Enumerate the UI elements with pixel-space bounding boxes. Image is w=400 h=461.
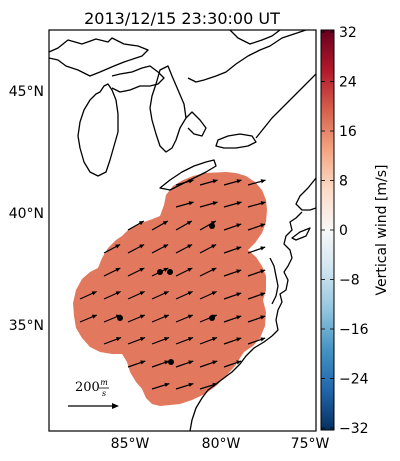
wind-vector-head	[186, 221, 192, 226]
map-title: 2013/12/15 23:30:00 UT	[84, 9, 280, 28]
wind-vector-head	[188, 337, 194, 342]
wind-vector-head	[187, 291, 193, 296]
station-marker	[209, 223, 215, 229]
wind-vector-head	[139, 314, 145, 319]
wind-vector-head	[162, 221, 168, 226]
lon-tick-label: 80°W	[202, 436, 241, 452]
wind-vector-head	[139, 291, 145, 296]
station-marker	[167, 269, 173, 275]
wind-field-region	[73, 172, 267, 406]
wind-vector-head	[260, 223, 266, 228]
colorbar-tick-label: 8	[339, 174, 348, 190]
colorbar-tick-label: −8	[339, 273, 360, 289]
wind-vector-head	[163, 314, 169, 319]
wind-vector-head	[91, 314, 97, 319]
lat-tick-label: 40°N	[9, 206, 44, 222]
map-area	[49, 30, 316, 431]
wind-vector-head	[139, 267, 145, 272]
wind-vector-head	[211, 291, 217, 296]
wind-vector-head	[115, 244, 121, 249]
station-marker	[117, 315, 123, 321]
wind-vectors	[79, 179, 266, 390]
wind-vector-head	[188, 179, 194, 184]
station-marker	[157, 269, 163, 275]
wind-vector-head	[210, 221, 216, 226]
wind-vector-head	[260, 292, 266, 297]
wind-vector-head	[187, 314, 193, 319]
wind-vector-head	[163, 244, 169, 249]
wind-vector-head	[236, 337, 242, 342]
wind-vector-head	[260, 315, 266, 320]
wind-vector-head	[140, 337, 146, 342]
wind-vector-head	[188, 382, 194, 387]
wind-vector-head	[211, 267, 217, 272]
wind-vector-head	[115, 291, 121, 296]
lat-tick-label: 45°N	[9, 84, 44, 100]
wind-vector-head	[260, 179, 266, 184]
wind-vector-head	[236, 292, 242, 297]
wind-vector-head	[260, 246, 266, 251]
map-frame	[48, 29, 317, 432]
wind-vector-head	[236, 223, 242, 228]
station-markers	[117, 223, 215, 365]
wind-vector-head	[212, 201, 218, 206]
wind-vector-head	[164, 360, 170, 365]
colorbar-ticks: 32 24 16 8 0 −8 −16 −24 −32	[321, 25, 369, 437]
colorbar-tick-label: 32	[339, 25, 357, 41]
colorbar: 32 24 16 8 0 −8 −16 −24 −32 Vertical wind [m/s]	[320, 25, 390, 437]
wind-vector-head	[187, 244, 193, 249]
scale-key-value: 200	[75, 380, 100, 395]
wind-vector-head	[212, 382, 218, 387]
colorbar-tick-label: 24	[339, 75, 357, 91]
wind-vector-head	[212, 179, 218, 184]
wind-vector-head	[140, 360, 146, 365]
station-marker	[209, 315, 215, 321]
wind-vector-head	[260, 269, 266, 274]
wind-vector-head	[212, 360, 218, 365]
wind-vector-head	[236, 246, 242, 251]
colorbar-label: Vertical wind [m/s]	[374, 165, 390, 296]
wind-vector-head	[164, 337, 170, 342]
wind-vector-head	[163, 291, 169, 296]
wind-vector-head	[211, 244, 217, 249]
wind-vector-head	[260, 201, 266, 206]
colorbar-tick-label: 0	[339, 223, 348, 239]
wind-vector-head	[188, 360, 194, 365]
wind-vector-head	[139, 244, 145, 249]
lat-tick-label: 35°N	[9, 318, 44, 334]
wind-vector-head	[91, 291, 97, 296]
colorbar-tick-label: −32	[339, 421, 369, 437]
colorbar-tick-label: −16	[339, 322, 369, 338]
wind-vector-head	[138, 221, 144, 226]
wind-vector-head	[236, 179, 242, 184]
wind-vector-head	[236, 201, 242, 206]
wind-vector-head	[260, 337, 266, 342]
scale-key-unit-top: m	[100, 378, 108, 387]
wind-vector-head	[236, 315, 242, 320]
colorbar-tick-label: −24	[339, 372, 369, 388]
colorbar-tick-label: 16	[339, 124, 357, 140]
station-marker	[168, 359, 174, 365]
wind-vector-head	[115, 267, 121, 272]
wind-vector-head	[163, 267, 169, 272]
wind-vector-head	[236, 360, 242, 365]
scale-key: 200 m s	[68, 378, 119, 409]
lon-tick-label: 85°W	[111, 436, 150, 452]
wind-vector-head	[236, 269, 242, 274]
wind-vector-head	[164, 382, 170, 387]
wind-vector-head	[116, 337, 122, 342]
coastlines	[49, 30, 316, 431]
scale-key-unit-bottom: s	[102, 389, 106, 398]
wind-vector-head	[212, 337, 218, 342]
wind-vector-head	[187, 267, 193, 272]
lon-tick-label: 75°W	[291, 436, 330, 452]
wind-vector-head	[188, 201, 194, 206]
